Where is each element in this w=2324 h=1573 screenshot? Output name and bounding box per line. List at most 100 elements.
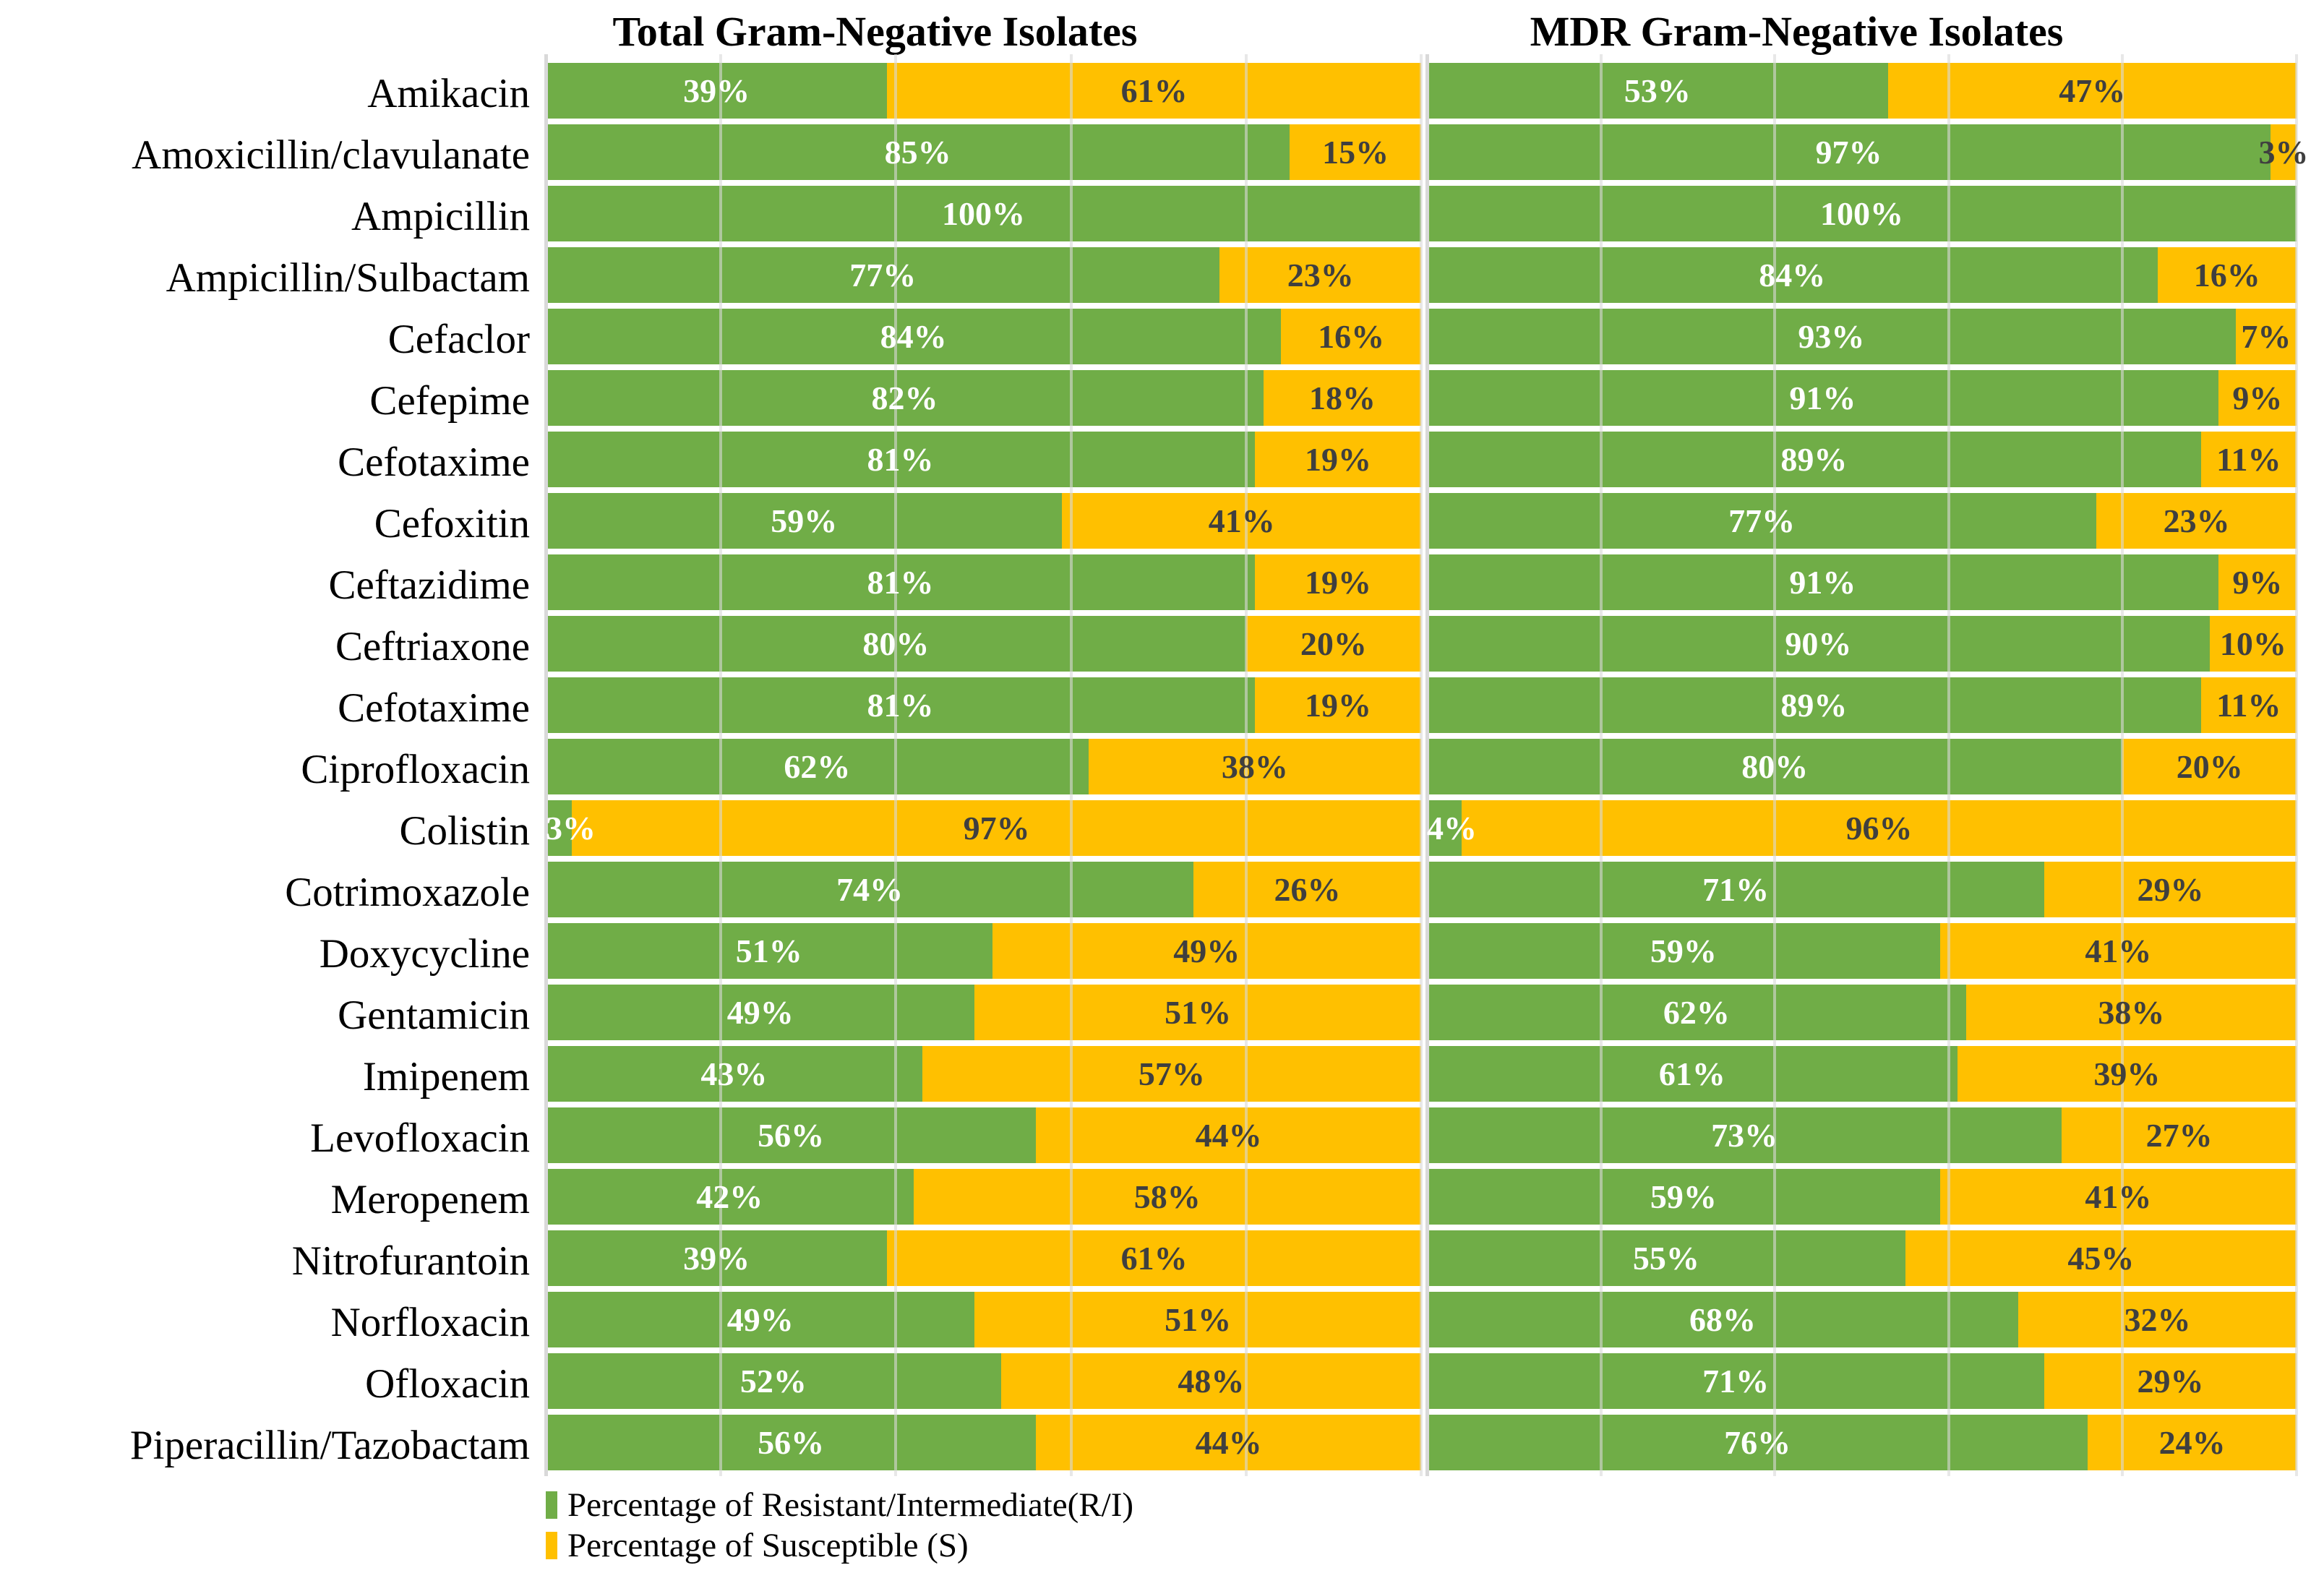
bar-segment-resistant: 80% [1427, 739, 2123, 794]
bar-segment-value-label: 16% [1318, 317, 1385, 355]
bar-segment-susceptible: 39% [1957, 1046, 2297, 1102]
bar-segment-value-label: 9% [2232, 379, 2283, 416]
bar-segment-resistant: 62% [546, 739, 1089, 794]
bar-segment-value-label: 51% [735, 932, 802, 969]
bar-segment-susceptible: 19% [1254, 677, 1421, 733]
total-isolates-bar: 81% 19% [546, 554, 1421, 610]
bar-segment-resistant: 97% [1427, 124, 2271, 180]
bar-segment-resistant: 53% [1427, 63, 1888, 119]
legend-label-resistant: Percentage of Resistant/Intermediate(R/I… [567, 1486, 1134, 1524]
bar-segment-value-label: 100% [942, 194, 1025, 232]
right-margin-spacer [2297, 1169, 2324, 1230]
right-margin-spacer [2297, 739, 2324, 800]
total-isolates-bar: 49% 51% [546, 985, 1421, 1040]
panel-titles-row: Total Gram-Negative Isolates MDR Gram-Ne… [0, 0, 2324, 63]
panel-gap-spacer [1421, 370, 1427, 432]
bar-segment-value-label: 100% [1820, 194, 1903, 232]
legend: Percentage of Resistant/Intermediate(R/I… [546, 1485, 1133, 1566]
bar-segment-value-label: 39% [683, 1239, 750, 1277]
bar-segment-resistant: 39% [546, 63, 888, 119]
bar-segment-susceptible: 26% [1193, 862, 1421, 917]
bar-segment-resistant: 89% [1427, 432, 2201, 487]
bar-segment-resistant: 61% [1427, 1046, 1958, 1102]
right-margin-spacer [2297, 677, 2324, 739]
bar-segment-susceptible: 19% [1254, 432, 1421, 487]
total-isolates-bar: 59% 41% [546, 493, 1421, 549]
bar-segment-value-label: 96% [1845, 809, 1913, 846]
bar-segment-susceptible: 38% [1088, 739, 1421, 794]
antibiotic-label: Cefaclor [387, 317, 530, 362]
right-margin-spacer [2297, 186, 2324, 247]
chart-row: Meropenem 42% 58% 59% 41% [0, 1169, 2324, 1230]
bar-segment-value-label: 89% [1780, 440, 1848, 478]
bar-segment-value-label: 82% [871, 379, 938, 416]
bar-segment-value-label: 38% [2098, 993, 2165, 1031]
bar-segment-value-label: 90% [1785, 625, 1852, 662]
bar-segment-value-label: 18% [1309, 379, 1376, 416]
bar-segment-susceptible: 61% [887, 63, 1421, 119]
bar-segment-value-label: 16% [2193, 256, 2260, 293]
bar-segment-value-label: 58% [1133, 1178, 1201, 1215]
bar-segment-value-label: 27% [2145, 1116, 2213, 1154]
bar-segment-value-label: 80% [862, 625, 930, 662]
panel-gap-spacer [1421, 309, 1427, 370]
right-margin-spacer [2297, 247, 2324, 309]
right-margin-spacer [2297, 1107, 2324, 1169]
mdr-isolates-bar: 59% 41% [1427, 923, 2297, 979]
chart-row: Ceftriaxone 80% 20% 90% 10% [0, 616, 2324, 677]
bar-segment-resistant: 91% [1427, 554, 2218, 610]
chart-row: Amikacin 39% 61% 53% 47% [0, 63, 2324, 124]
bar-segment-resistant: 56% [546, 1415, 1037, 1470]
bar-segment-susceptible: 16% [1281, 309, 1421, 364]
bar-segment-value-label: 77% [849, 256, 917, 293]
bar-segment-resistant: 80% [546, 616, 1246, 672]
bar-segment-value-label: 71% [1702, 870, 1770, 908]
chart-row: Cefepime 82% 18% 91% 9% [0, 370, 2324, 432]
bar-segment-resistant: 59% [1427, 1169, 1940, 1225]
bar-segment-value-label: 9% [2232, 563, 2283, 601]
panel-gap-spacer [1421, 800, 1427, 862]
bar-segment-value-label: 7% [2241, 317, 2291, 355]
panel-gap-spacer [1421, 432, 1427, 493]
antibiotic-label: Cefoxitin [374, 501, 530, 547]
bar-segment-value-label: 39% [2093, 1055, 2161, 1092]
total-isolates-bar: 77% 23% [546, 247, 1421, 303]
bar-segment-resistant: 77% [1427, 493, 2097, 549]
chart-row: Ceftazidime 81% 19% 91% 9% [0, 554, 2324, 616]
bar-segment-value-label: 62% [784, 747, 851, 785]
right-margin-spacer [2297, 923, 2324, 985]
bar-segment-value-label: 59% [1650, 932, 1717, 969]
bar-segment-susceptible: 41% [1939, 923, 2297, 979]
bar-segment-resistant: 82% [546, 370, 1264, 426]
right-margin-spacer [2297, 1353, 2324, 1415]
bar-segment-value-label: 20% [1300, 625, 1367, 662]
mdr-isolates-bar: 53% 47% [1427, 63, 2297, 119]
bar-segment-resistant: 49% [546, 985, 975, 1040]
total-isolates-bar: 51% 49% [546, 923, 1421, 979]
bar-segment-resistant: 43% [546, 1046, 922, 1102]
antibiotic-label: Cefotaxime [338, 685, 530, 731]
left-panel-title: Total Gram-Negative Isolates [612, 7, 1138, 55]
bar-segment-susceptible: 49% [992, 923, 1421, 979]
bar-segment-value-label: 89% [1780, 686, 1848, 724]
bar-segment-resistant: 49% [546, 1292, 975, 1347]
right-margin-spacer [2297, 862, 2324, 923]
total-isolates-bar: 74% 26% [546, 862, 1421, 917]
mdr-isolates-bar: 61% 39% [1427, 1046, 2297, 1102]
bar-segment-value-label: 93% [1798, 317, 1865, 355]
total-isolates-bar: 62% 38% [546, 739, 1421, 794]
total-isolates-bar: 81% 19% [546, 677, 1421, 733]
total-isolates-bar: 42% 58% [546, 1169, 1421, 1225]
bar-segment-value-label: 61% [1120, 72, 1188, 109]
panel-gap-spacer [1421, 1107, 1427, 1169]
bar-segment-value-label: 81% [867, 563, 934, 601]
antibiotic-label: Ampicillin/Sulbactam [166, 255, 530, 301]
bar-segment-susceptible: 24% [2088, 1415, 2297, 1470]
bar-segment-resistant: 52% [546, 1353, 1001, 1409]
bar-segment-value-label: 15% [1322, 133, 1389, 171]
bar-segment-value-label: 41% [2085, 932, 2152, 969]
bar-segment-value-label: 80% [1741, 747, 1809, 785]
bar-segment-resistant: 71% [1427, 1353, 2045, 1409]
bar-segment-value-label: 43% [700, 1055, 768, 1092]
bar-segment-value-label: 71% [1702, 1362, 1770, 1400]
